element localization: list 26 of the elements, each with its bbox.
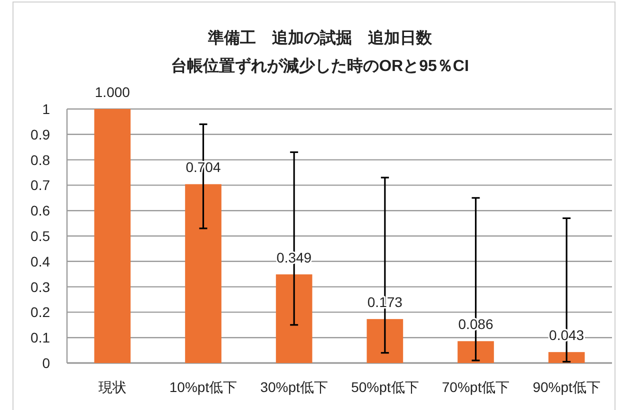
bar bbox=[94, 109, 131, 363]
x-tick-label: 現状 bbox=[98, 379, 126, 395]
y-tick-label: 0.5 bbox=[30, 228, 50, 244]
y-tick-label: 0.7 bbox=[30, 177, 50, 194]
x-tick-label: 90%pt低下 bbox=[532, 379, 600, 395]
bar bbox=[458, 341, 494, 363]
x-tick-label: 30%pt低下 bbox=[260, 379, 328, 395]
y-tick-label: 0.3 bbox=[30, 278, 50, 295]
x-tick-label: 10%pt低下 bbox=[169, 379, 238, 395]
data-label: 1.000 bbox=[94, 84, 130, 100]
bar bbox=[548, 352, 585, 363]
chart-title: 準備工 追加の試掘 追加日数 bbox=[207, 29, 433, 47]
x-tick-label: 70%pt低下 bbox=[442, 379, 510, 395]
y-tick-label: 0.8 bbox=[30, 152, 50, 168]
x-tick-label: 50%pt低下 bbox=[351, 379, 419, 395]
y-tick-label: 0.1 bbox=[30, 330, 50, 346]
chart-subtitle: 台帳位置ずれが減少した時のORと95％CI bbox=[171, 57, 469, 75]
y-tick-label: 0.4 bbox=[30, 253, 50, 270]
bar bbox=[185, 184, 222, 363]
y-tick-label: 1 bbox=[42, 101, 50, 117]
y-tick-label: 0 bbox=[42, 355, 50, 371]
bar bbox=[276, 274, 312, 363]
y-tick-label: 0.2 bbox=[30, 304, 50, 320]
y-tick-label: 0.6 bbox=[30, 202, 50, 219]
bar bbox=[366, 319, 404, 363]
y-tick-label: 0.9 bbox=[30, 126, 50, 142]
